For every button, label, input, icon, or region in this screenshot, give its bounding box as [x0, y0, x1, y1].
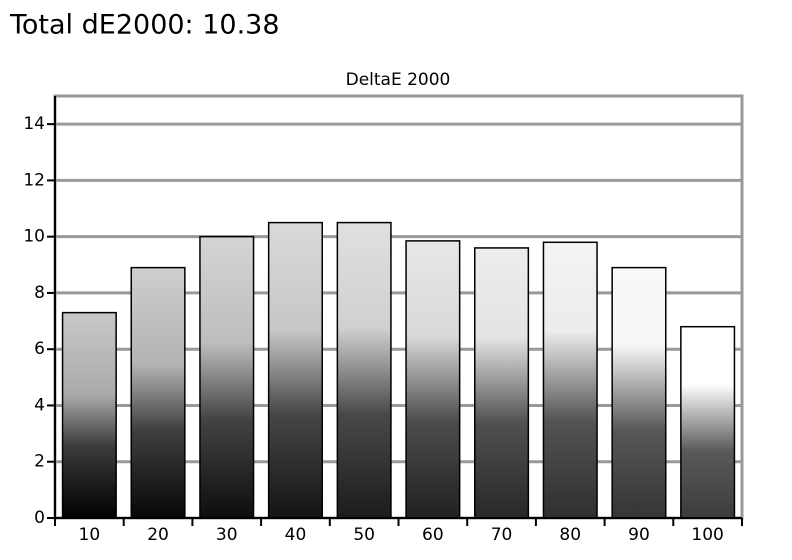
bar	[199, 235, 255, 519]
bar	[405, 240, 461, 519]
chart-subtitle: DeltaE 2000	[346, 70, 451, 90]
bar	[611, 266, 667, 519]
bar	[267, 221, 323, 519]
x-tick-label: 70	[491, 525, 513, 545]
x-tick-label: 40	[285, 525, 307, 545]
bar	[474, 247, 530, 519]
bar	[542, 241, 598, 519]
bar	[680, 325, 736, 519]
bar	[336, 221, 392, 519]
chart-title: Total dE2000: 10.38	[9, 10, 280, 41]
x-tick-label: 30	[216, 525, 238, 545]
y-tick-label: 4	[34, 395, 45, 415]
x-tick-label: 10	[79, 525, 101, 545]
bar	[61, 311, 117, 519]
x-tick-label: 50	[353, 525, 375, 545]
bar	[130, 266, 186, 519]
y-tick-label: 12	[23, 170, 45, 190]
x-tick-label: 20	[147, 525, 169, 545]
y-tick-label: 14	[23, 114, 45, 134]
y-tick-label: 0	[34, 508, 45, 528]
y-tick-label: 6	[34, 339, 45, 359]
x-tick-label: 90	[628, 525, 650, 545]
x-tick-label: 60	[422, 525, 444, 545]
y-tick-label: 2	[34, 452, 45, 472]
y-tick-label: 8	[34, 283, 45, 303]
y-tick-label: 10	[23, 227, 45, 247]
x-tick-label: 80	[559, 525, 581, 545]
x-tick-label: 100	[691, 525, 723, 545]
